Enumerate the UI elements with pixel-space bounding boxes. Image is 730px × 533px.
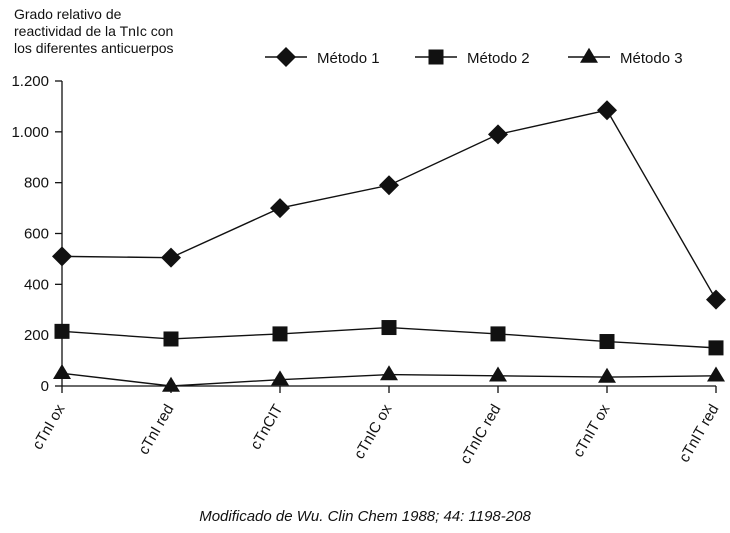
y-axis-label-line: reactividad de la TnIc con [14,23,174,39]
data-point [489,366,507,382]
legend-label: Método 1 [317,50,380,67]
legend-marker [276,47,296,67]
data-point [706,289,726,310]
data-point [597,100,617,121]
y-tick-label: 0 [41,378,49,395]
x-tick-label: cTnIC ox [351,401,396,462]
data-point [488,124,508,145]
legend-marker [428,49,444,65]
y-tick-label: 400 [24,276,49,293]
data-point [163,331,179,347]
data-point [598,367,616,383]
x-tick-label: cTnI ox [29,401,69,453]
data-point [270,198,290,219]
y-tick-label: 1.000 [11,124,49,141]
data-point [271,370,289,386]
source-caption: Modificado de Wu. Clin Chem 1988; 44: 11… [199,508,531,525]
x-tick-label: cTnIT red [676,402,723,466]
data-point [161,247,181,268]
x-tick-label: cTnIT ox [570,401,614,460]
x-tick-label: cTnIC red [457,402,505,468]
legend-label: Método 2 [467,50,530,67]
y-tick-label: 600 [24,226,49,243]
legend-marker [580,47,598,63]
data-point [380,365,398,381]
y-axis-label-line: los diferentes anticuerpos [14,40,174,56]
data-point [52,246,72,267]
data-point [53,363,71,379]
data-point [54,323,70,339]
y-tick-label: 800 [24,175,49,192]
data-point [708,340,724,356]
data-point [381,320,397,336]
data-point [162,376,180,392]
y-tick-label: 1.200 [11,73,49,90]
data-point [707,366,725,382]
x-tick-label: cTnI red [135,402,177,458]
series-line [61,109,717,300]
legend-label: Método 3 [620,50,683,67]
x-tick-label: cTnCIT [247,402,286,453]
y-axis-label-line: Grado relativo de [14,6,122,22]
data-point [272,326,288,342]
y-tick-label: 200 [24,327,49,344]
data-point [490,326,506,342]
data-point [599,334,615,350]
data-point [379,175,399,196]
y-axis-label: Grado relativo de reactividad de la TnIc… [14,6,224,57]
